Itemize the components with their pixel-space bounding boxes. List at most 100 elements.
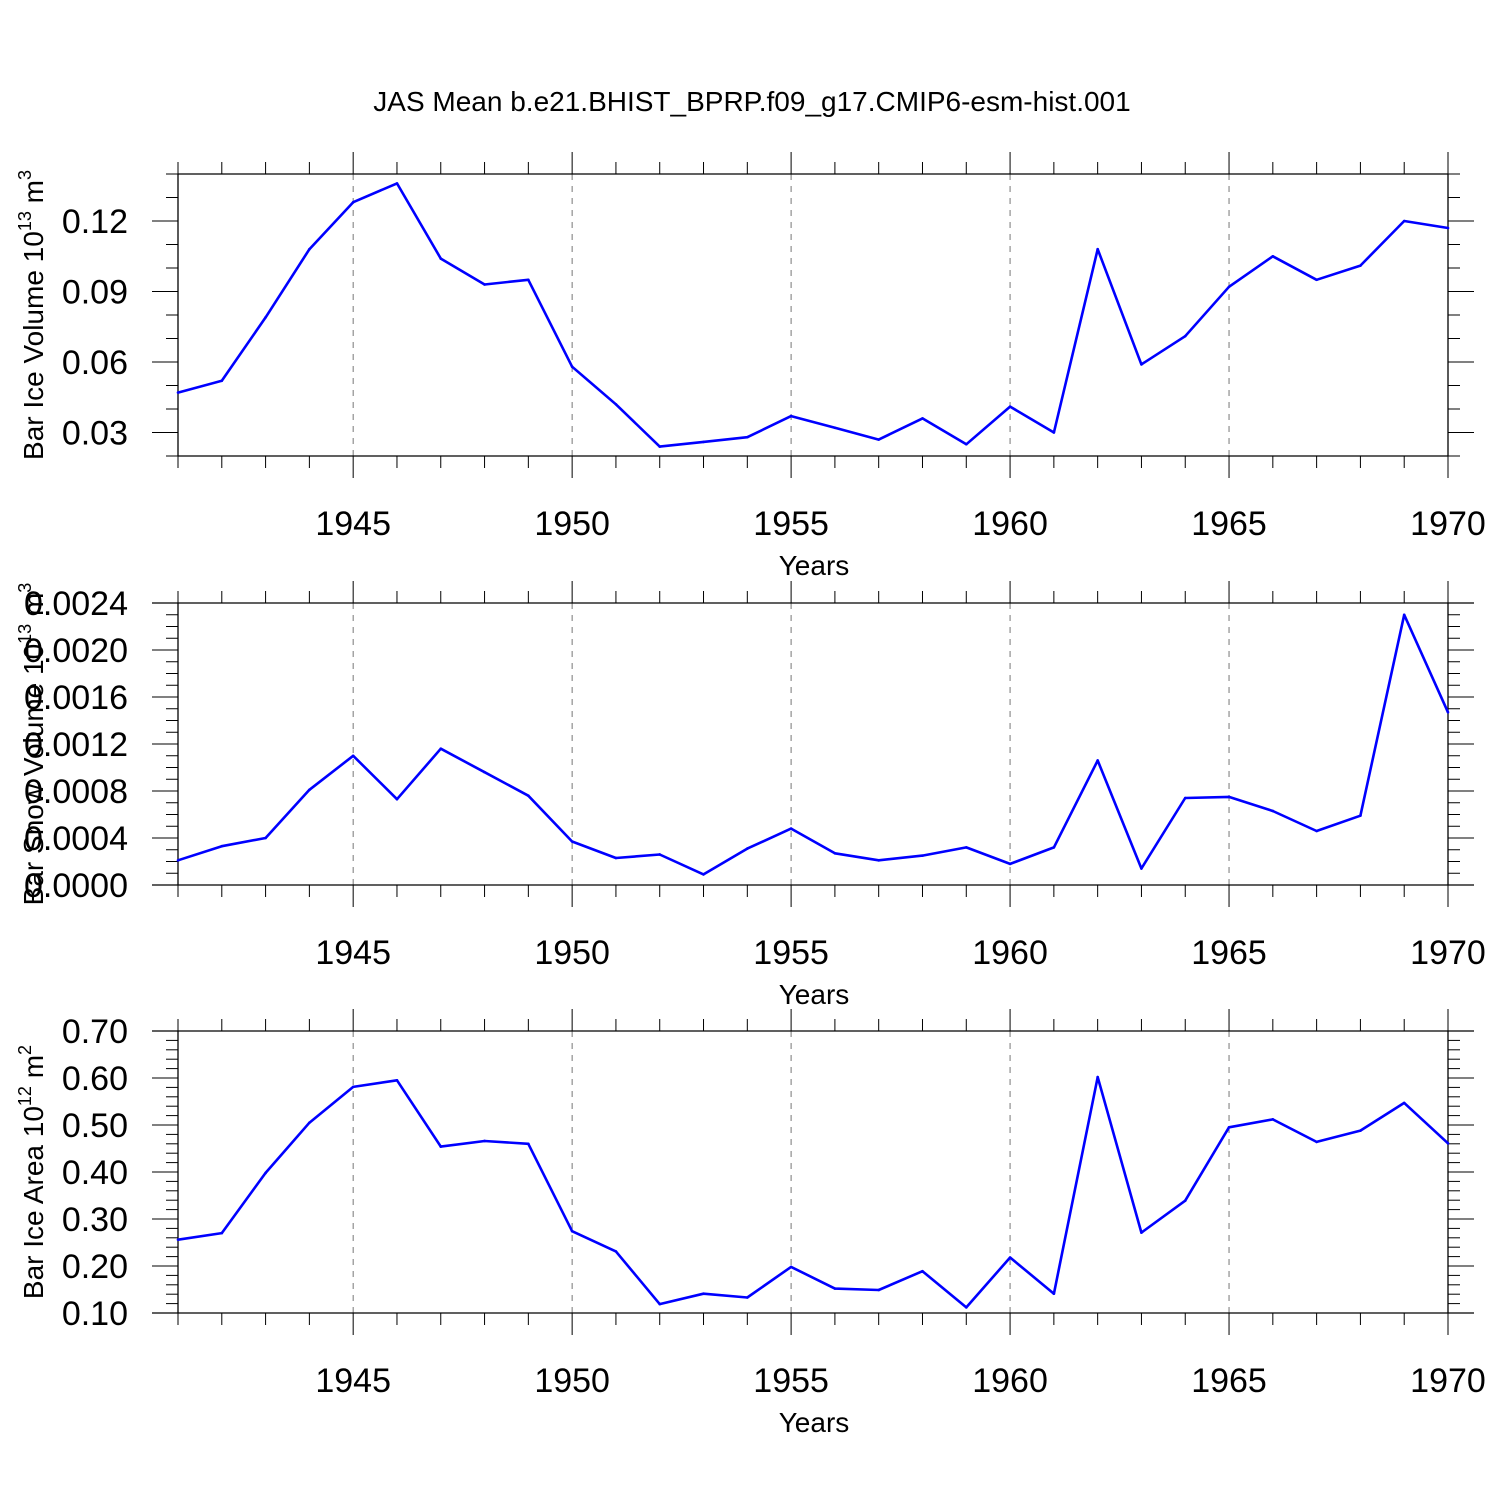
data-point [1446, 1142, 1450, 1145]
x-tick-label: 1945 [315, 505, 391, 543]
data-point [1227, 795, 1231, 799]
data-point [921, 854, 924, 857]
data-point [1271, 1118, 1275, 1121]
x-tick-label: 1950 [534, 1362, 610, 1400]
data-point [789, 827, 793, 830]
data-point [264, 836, 267, 840]
y-tick-label: 0.70 [62, 1013, 128, 1051]
x-tick-label: 1950 [534, 505, 610, 543]
data-point [395, 797, 399, 801]
y-tick-label: 0.0008 [24, 773, 128, 811]
data-point [1359, 1129, 1362, 1132]
panel-1: 1945 1950 1955 1960 1965 1970 Years 0.03 0.06 0.0… [15, 152, 1486, 581]
data-point [1008, 1256, 1012, 1259]
data-point [1008, 862, 1012, 866]
data-point [964, 442, 968, 446]
data-point [789, 414, 793, 418]
x-axis-label: Years [779, 550, 850, 581]
y-tick-label: 0.20 [62, 1248, 128, 1286]
x-tick-label: 1955 [753, 1362, 829, 1400]
y-tick-label: 0.0020 [24, 632, 128, 670]
data-point [1096, 1075, 1099, 1079]
data-point [746, 435, 749, 439]
data-point [176, 1238, 180, 1241]
y-tick-label: 0.12 [62, 203, 128, 241]
y-axis-label-part: 13 [15, 211, 35, 231]
data-point [702, 440, 705, 444]
data-point [1446, 710, 1450, 714]
data-point [921, 417, 924, 420]
x-tick-label: 1955 [753, 505, 829, 543]
y-axis-label-part: Bar Snow Volume 10 [18, 644, 49, 906]
x-tick-label: 1970 [1410, 505, 1486, 543]
x-tick-label: 1945 [315, 934, 391, 972]
data-point [1140, 363, 1143, 366]
data-point [1315, 829, 1318, 833]
data-point [220, 1231, 224, 1235]
y-axis-label-part: Bar Ice Volume 10 [18, 231, 49, 460]
y-tick-label: 0.0004 [24, 820, 128, 858]
data-point [176, 859, 180, 862]
y-tick-label: 0.06 [62, 344, 128, 382]
y-axis-label-part: 13 [15, 624, 35, 644]
y-tick-label: 0.0016 [24, 679, 128, 717]
data-point [483, 770, 486, 774]
y-axis-label: Bar Snow Volume 1013 m3 [15, 583, 49, 906]
y-tick-label: 0.30 [62, 1201, 128, 1239]
y-axis-label-part: 3 [15, 170, 35, 180]
x-tick-label: 1970 [1410, 1362, 1486, 1400]
y-tick-label: 0.60 [62, 1060, 128, 1098]
data-point [527, 278, 530, 282]
data-point [351, 754, 355, 758]
data-point [964, 846, 968, 849]
y-axis-label-part: 3 [15, 583, 35, 593]
data-point [351, 200, 355, 204]
data-point [877, 1288, 880, 1292]
panel-3: 1945 1950 1955 1960 1965 1970 Years 0.10 0.20 0.3… [15, 1009, 1486, 1438]
data-point [264, 1171, 267, 1175]
data-point [833, 851, 837, 855]
x-tick-label: 1970 [1410, 934, 1486, 972]
x-tick-label: 1965 [1191, 934, 1267, 972]
data-point [395, 182, 399, 185]
data-point [570, 365, 574, 369]
y-tick-label: 0.50 [62, 1107, 128, 1145]
x-axis-label: Years [779, 1407, 850, 1438]
data-point [614, 1250, 618, 1253]
data-point [1183, 1199, 1187, 1202]
data-point [176, 391, 180, 394]
x-tick-label: 1965 [1191, 505, 1267, 543]
y-tick-label: 0.03 [62, 415, 128, 453]
y-axis-label-part: m [18, 180, 49, 211]
data-point [1271, 254, 1275, 258]
data-point [614, 403, 618, 406]
data-point [439, 1145, 443, 1148]
y-axis-label-part: 2 [15, 1045, 35, 1055]
data-point [1359, 264, 1362, 267]
data-point [439, 257, 443, 260]
data-point [1052, 1292, 1056, 1296]
data-point [789, 1265, 793, 1269]
x-tick-label: 1960 [972, 505, 1048, 543]
data-point [351, 1085, 355, 1089]
data-point [1446, 226, 1450, 230]
data-point [1271, 809, 1275, 813]
series-line [177, 1075, 1449, 1309]
data-point [1052, 431, 1056, 434]
x-axis-label: Years [779, 979, 850, 1010]
data-point [308, 1121, 311, 1124]
data-point [483, 1139, 486, 1143]
data-point [220, 379, 224, 383]
x-tick-label: 1950 [534, 934, 610, 972]
data-point [702, 1292, 705, 1296]
data-point [439, 747, 443, 750]
y-tick-label: 0.0024 [24, 585, 128, 623]
y-axis-label-part: Bar Ice Area 10 [18, 1106, 49, 1299]
data-point [1096, 759, 1099, 762]
data-point [1315, 278, 1318, 282]
data-point [527, 794, 530, 797]
data-point [527, 1142, 530, 1146]
data-point [658, 445, 662, 448]
data-point [877, 438, 880, 441]
